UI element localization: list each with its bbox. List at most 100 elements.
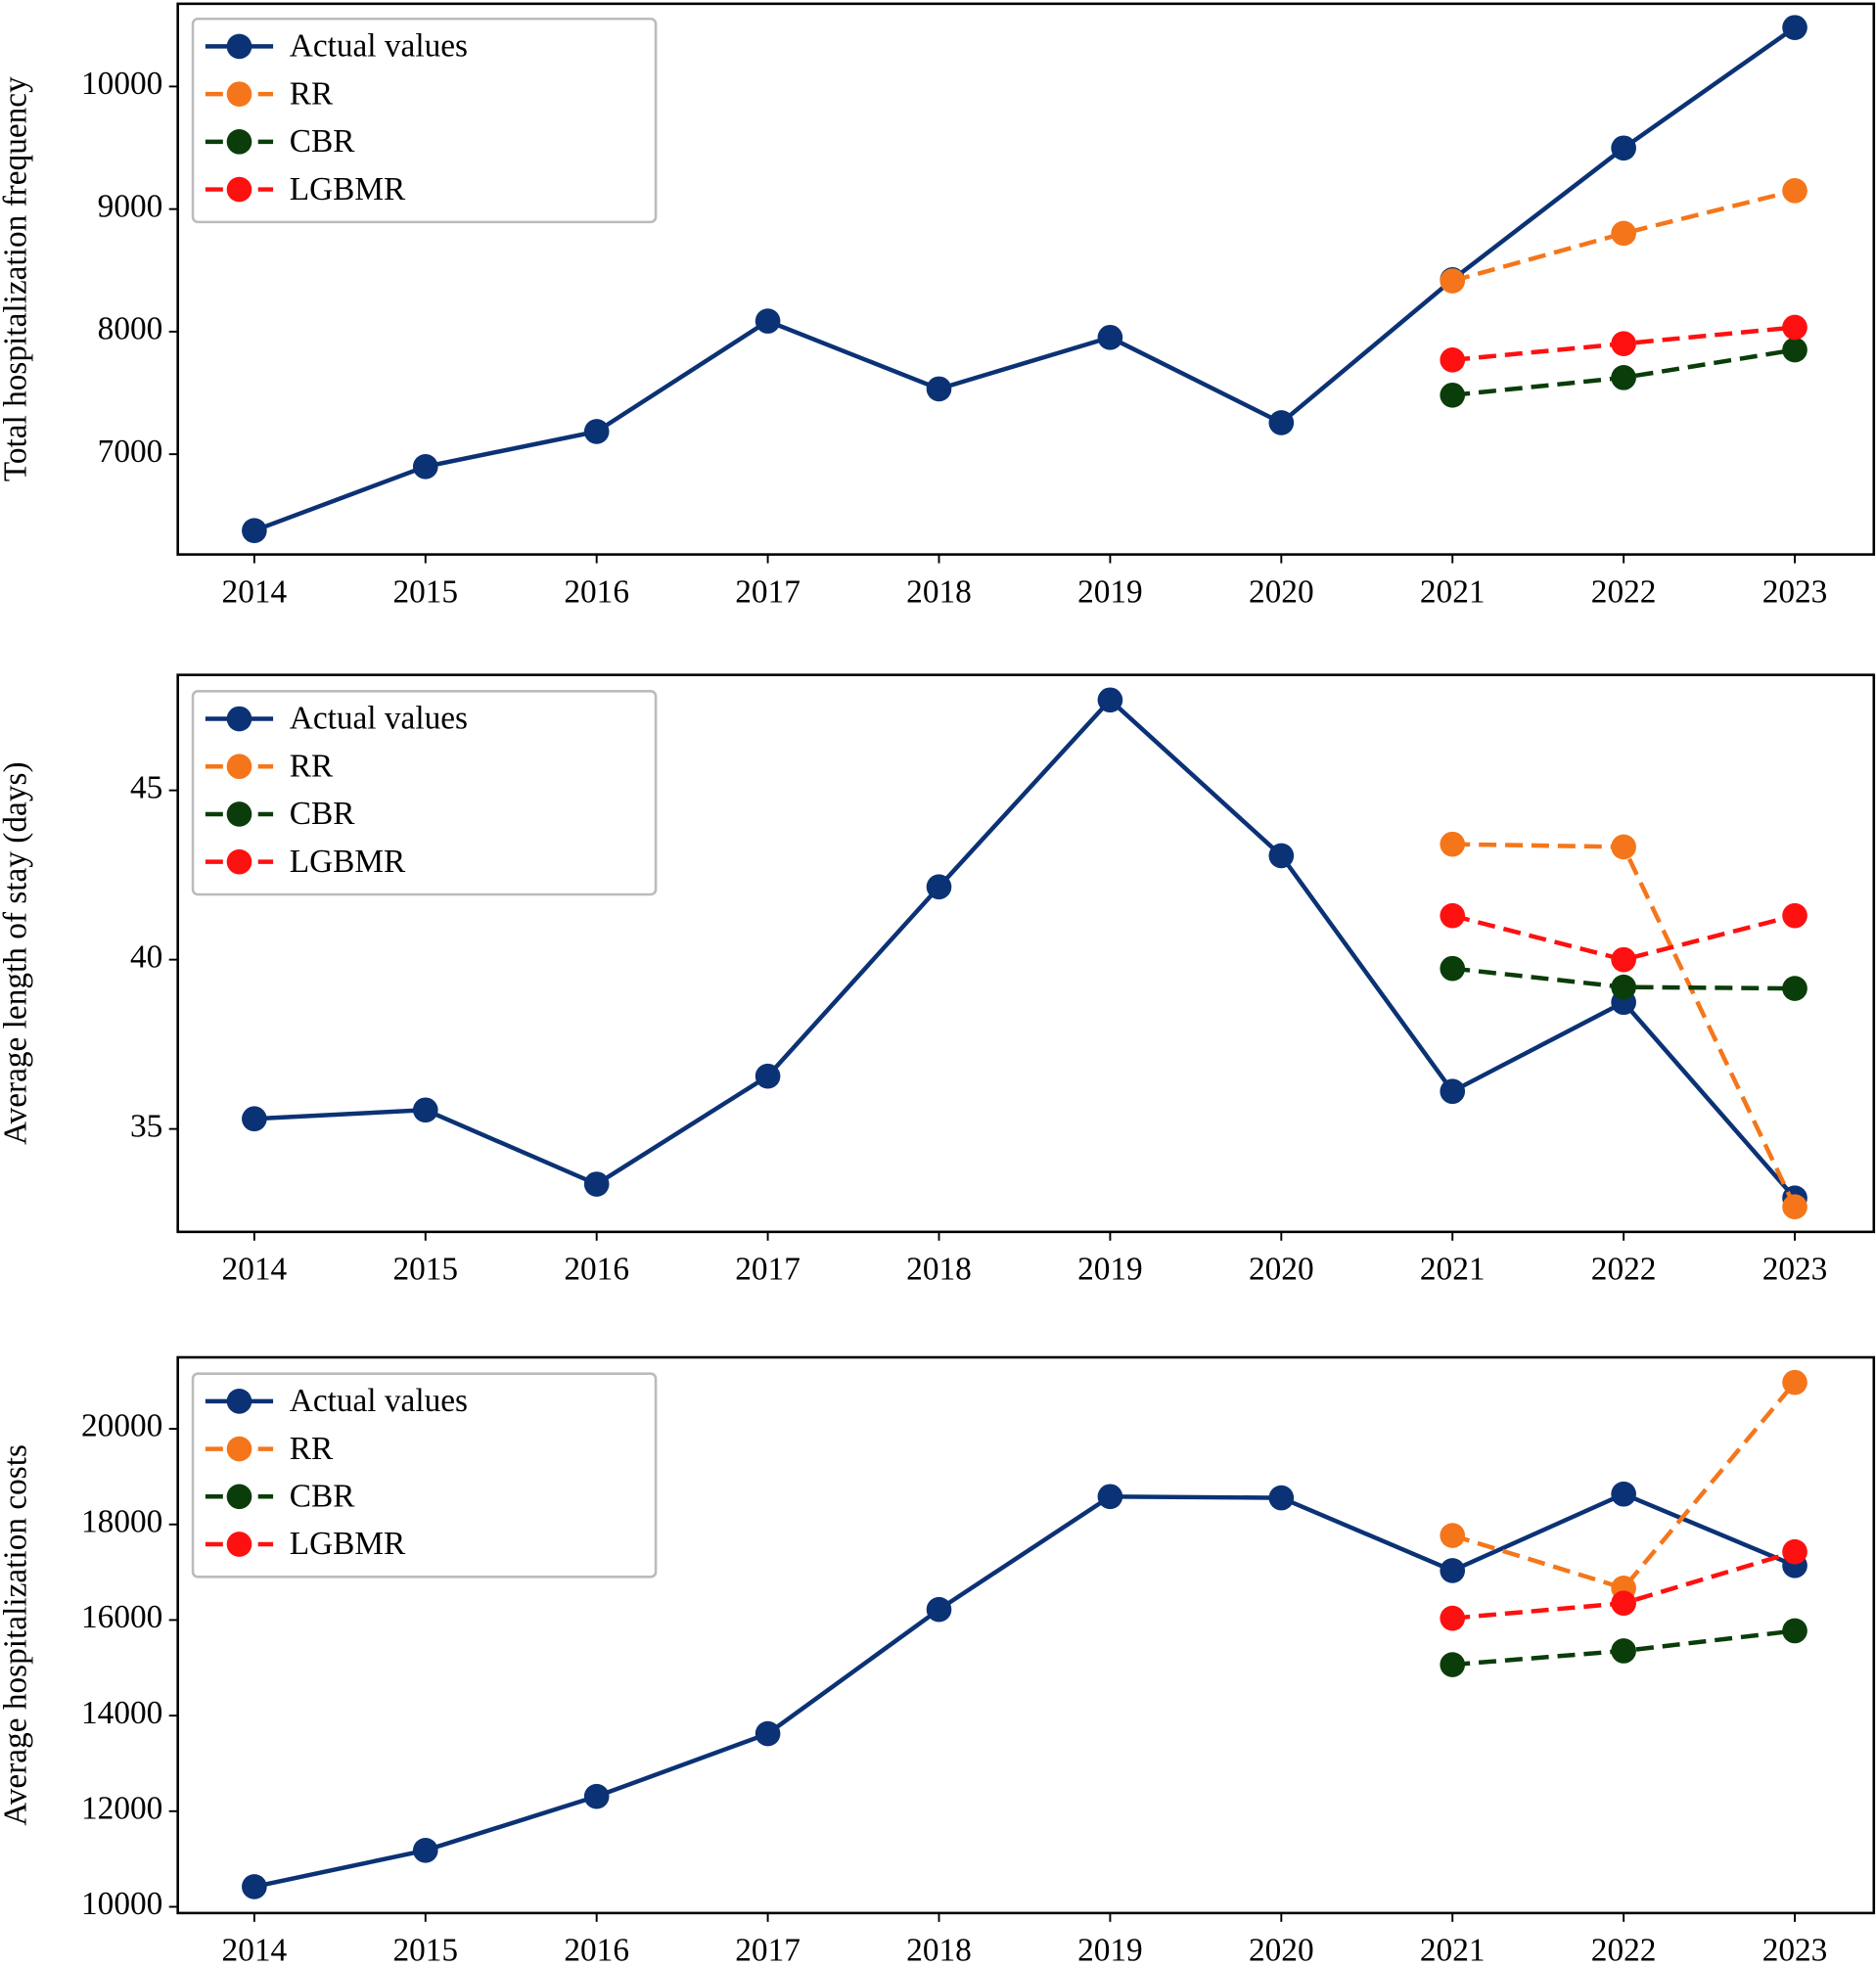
series-marker [1782,1618,1807,1644]
series-marker [1611,1638,1636,1664]
y-tick-label: 10000 [81,66,162,102]
axes-frame [176,1355,1876,1915]
series-line [1451,913,1796,962]
legend: Actual values RR CBR LGBMR [191,1372,658,1578]
x-tick-label: 2023 [1762,1933,1828,1967]
y-tick-label: 18000 [81,1503,162,1539]
series-marker [1611,135,1636,161]
x-tick-label: 2016 [564,1933,629,1967]
legend-label: CBR [290,123,355,160]
series-marker [1782,337,1807,363]
legend-label: CBR [290,796,355,832]
x-tick-label: 2014 [222,1251,288,1287]
series-marker [926,376,952,402]
x-tick-label: 2020 [1249,1933,1314,1967]
subplot: 7000 8000 9000 10000 2014 2015 2016 2017 2018 201… [0,2,1876,610]
legend: Actual values RR CBR LGBMR [191,17,658,224]
series-marker [1268,1485,1295,1511]
y-tick-label: 20000 [81,1408,162,1444]
series-line [1451,1381,1797,1591]
subplot: 35 40 45 2014 2015 2016 2017 2018 2019 2020 2021 20… [0,673,1876,1287]
series-marker [583,1171,610,1197]
y-tick-label: 10000 [81,1886,162,1922]
x-tick-label: 2014 [222,573,288,610]
series-line [1451,188,1796,284]
x-tick-label: 2014 [222,1933,288,1967]
x-tick-label: 2018 [906,1251,972,1287]
x-tick-label: 2017 [735,1933,801,1967]
series-marker [1611,834,1636,860]
series-marker [1440,1558,1466,1583]
y-tick-label: 14000 [81,1695,162,1731]
series-line [1452,842,1798,1209]
y-axis-label: Average length of stay (days) [0,761,34,1145]
series-marker [1611,974,1636,1000]
series-marker [1782,178,1807,204]
y-tick-label: 9000 [98,188,163,224]
legend-label: Actual values [290,28,468,65]
x-tick-label: 2021 [1420,1933,1486,1967]
legend-marker [226,81,252,107]
series-marker [1611,946,1636,973]
x-tick-label: 2023 [1762,573,1828,610]
x-tick-label: 2023 [1762,1251,1828,1287]
subplot: 10000 12000 14000 16000 18000 20000 2014 2015 20… [0,1355,1876,1967]
legend-marker [226,1532,252,1557]
series-marker [1440,1523,1466,1548]
x-tick-label: 2020 [1249,1251,1314,1287]
x-tick-label: 2016 [564,1251,629,1287]
axes-frame [176,673,1876,1234]
series-marker [1611,1590,1636,1617]
series-marker [1782,1538,1807,1565]
series-marker [1440,1652,1466,1677]
x-tick-label: 2017 [735,1251,801,1287]
legend-box [191,17,658,224]
x-tick-label: 2020 [1249,573,1314,610]
series-marker [242,518,267,543]
series-line [253,25,1797,533]
series-marker [926,874,952,900]
legend-marker [226,176,252,203]
y-tick-label: 12000 [81,1790,162,1826]
series-marker [1097,1484,1123,1510]
legend-marker [226,801,252,827]
y-tick-label: 40 [130,938,162,975]
legend-marker [226,754,252,780]
x-tick-label: 2022 [1591,573,1657,610]
y-tick-label: 45 [130,769,162,805]
legend-label: LGBMR [290,171,406,207]
series-line [253,1491,1796,1890]
x-tick-label: 2022 [1591,1251,1657,1287]
legend-marker [226,706,252,732]
legend-label: RR [290,1431,334,1467]
series-marker [755,1063,781,1089]
series-marker [583,419,610,444]
legend-label: LGBMR [290,1526,406,1562]
legend-marker [226,1484,252,1510]
legend-marker [226,1436,252,1462]
legend-marker [226,129,252,155]
x-tick-label: 2016 [564,573,629,610]
series-marker [242,1874,267,1899]
legend-label: LGBMR [290,844,406,880]
series-marker [1440,382,1466,408]
series-marker [1611,1481,1636,1507]
y-tick-label: 35 [130,1108,162,1144]
legend-label: RR [290,75,334,112]
series-marker [1611,331,1636,356]
y-tick-label: 8000 [98,311,163,347]
x-tick-label: 2015 [392,573,458,610]
x-tick-label: 2019 [1077,1251,1143,1287]
legend-label: RR [290,748,334,784]
legend-box [191,1372,658,1578]
series-marker [1440,1605,1466,1631]
legend-marker [226,1389,252,1414]
series-marker [1097,687,1123,713]
series-marker [1782,15,1807,40]
y-axis-label: Total hospitalization frequency [0,76,34,481]
legend: Actual values RR CBR LGBMR [191,690,658,896]
x-tick-label: 2015 [392,1933,458,1967]
series-marker [412,1837,438,1863]
series-marker [1611,365,1636,390]
